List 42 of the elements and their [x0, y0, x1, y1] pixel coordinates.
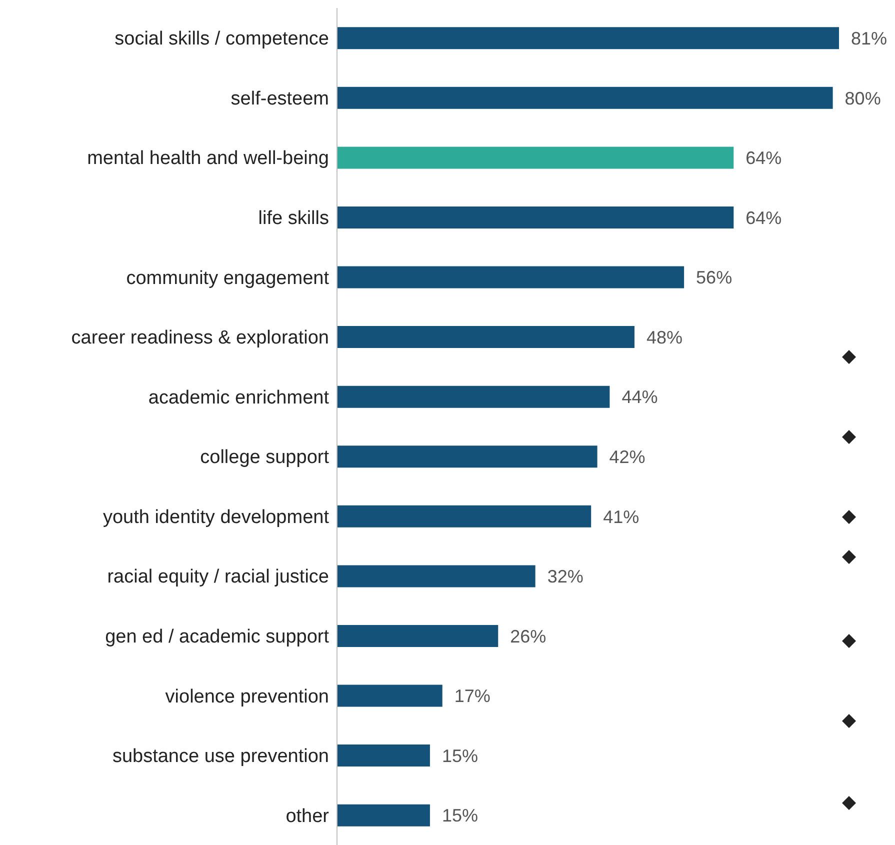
y-tick-label: youth identity development	[102, 506, 330, 528]
bar	[337, 27, 839, 50]
data-label: 64%	[746, 208, 782, 228]
bar	[337, 386, 610, 408]
data-label: 32%	[547, 566, 584, 587]
data-label: 15%	[442, 746, 478, 766]
y-tick-label: violence prevention	[165, 686, 329, 708]
bar	[337, 446, 598, 468]
data-label: 56%	[696, 268, 732, 288]
bar	[337, 565, 536, 588]
bar	[337, 684, 442, 707]
data-label: 26%	[510, 626, 546, 646]
data-label: 17%	[454, 686, 490, 706]
data-label: 41%	[603, 506, 640, 527]
bar	[337, 206, 734, 228]
bar	[337, 804, 430, 826]
y-tick-label: academic enrichment	[148, 387, 330, 408]
data-label: 48%	[646, 327, 683, 348]
y-tick-label: substance use prevention	[112, 746, 329, 768]
data-label: 44%	[622, 387, 658, 408]
data-label: 15%	[442, 806, 478, 826]
y-tick-label: mental health and well-being	[87, 148, 329, 170]
y-tick-label: racial equity / racial justice	[107, 566, 329, 588]
bar	[337, 146, 734, 169]
bar	[337, 505, 592, 528]
y-tick-label: college support	[200, 447, 330, 468]
bar	[337, 624, 498, 647]
y-tick-label: other	[286, 806, 330, 827]
bar	[337, 326, 634, 348]
y-tick-label: community engagement	[126, 268, 330, 289]
y-tick-label: self-esteem	[230, 88, 329, 110]
y-tick-label: social skills / competence	[114, 28, 329, 50]
bar	[337, 86, 833, 109]
data-label: 81%	[851, 28, 888, 49]
y-tick-label: life skills	[258, 208, 329, 229]
data-label: 64%	[746, 148, 782, 168]
y-tick-label: career readiness & exploration	[71, 328, 329, 349]
data-label: 80%	[844, 88, 881, 108]
bar	[337, 744, 430, 767]
data-label: 42%	[609, 447, 646, 468]
y-tick-label: gen ed / academic support	[105, 626, 330, 648]
bar	[337, 266, 684, 288]
